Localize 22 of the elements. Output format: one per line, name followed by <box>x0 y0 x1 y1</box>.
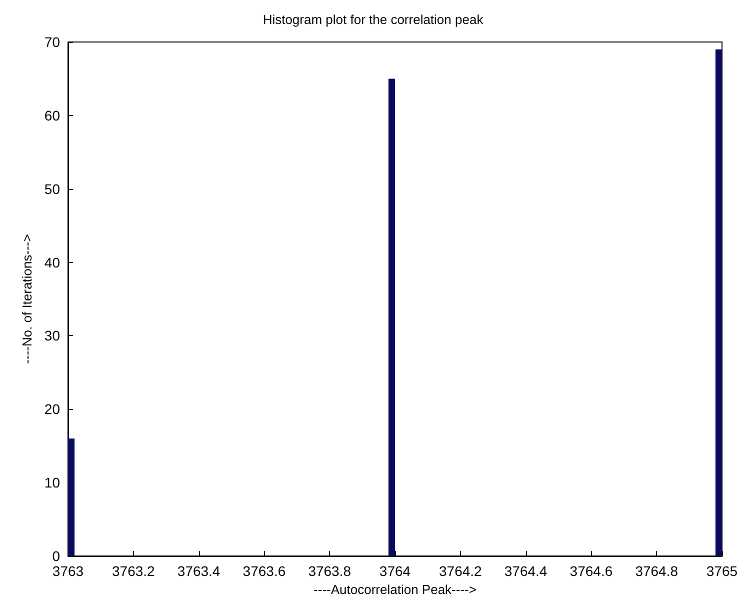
x-tick-label: 3763.8 <box>308 563 352 579</box>
y-tick-label: 60 <box>44 107 60 124</box>
x-tick-label: 3764.4 <box>504 563 548 579</box>
x-axis-title: ----Autocorrelation Peak----> <box>314 582 476 597</box>
x-tick-label: 3763.4 <box>177 563 220 579</box>
x-tick-label: 3764.6 <box>570 563 613 579</box>
y-tick-label: 40 <box>44 254 60 270</box>
x-tick-label: 3763 <box>52 563 84 579</box>
x-tick-label: 3764.2 <box>438 563 482 579</box>
x-tick-label: 3763.2 <box>112 563 156 579</box>
y-tick-label: 30 <box>44 328 60 344</box>
x-tick-label: 3764 <box>379 563 411 579</box>
x-tick-label: 3765 <box>706 563 738 579</box>
y-axis-title: ----No. of Iterations---> <box>20 234 35 364</box>
y-tick-label: 50 <box>44 180 60 197</box>
y-tick-label: 70 <box>44 34 60 50</box>
chart-title: Histogram plot for the correlation peak <box>262 12 484 27</box>
x-tick-label: 3763.6 <box>242 563 286 579</box>
x-tick-label: 3764.8 <box>635 563 678 579</box>
y-tick-label: 10 <box>44 474 60 491</box>
y-tick-label: 20 <box>44 401 60 418</box>
y-tick-label: 0 <box>52 548 60 564</box>
